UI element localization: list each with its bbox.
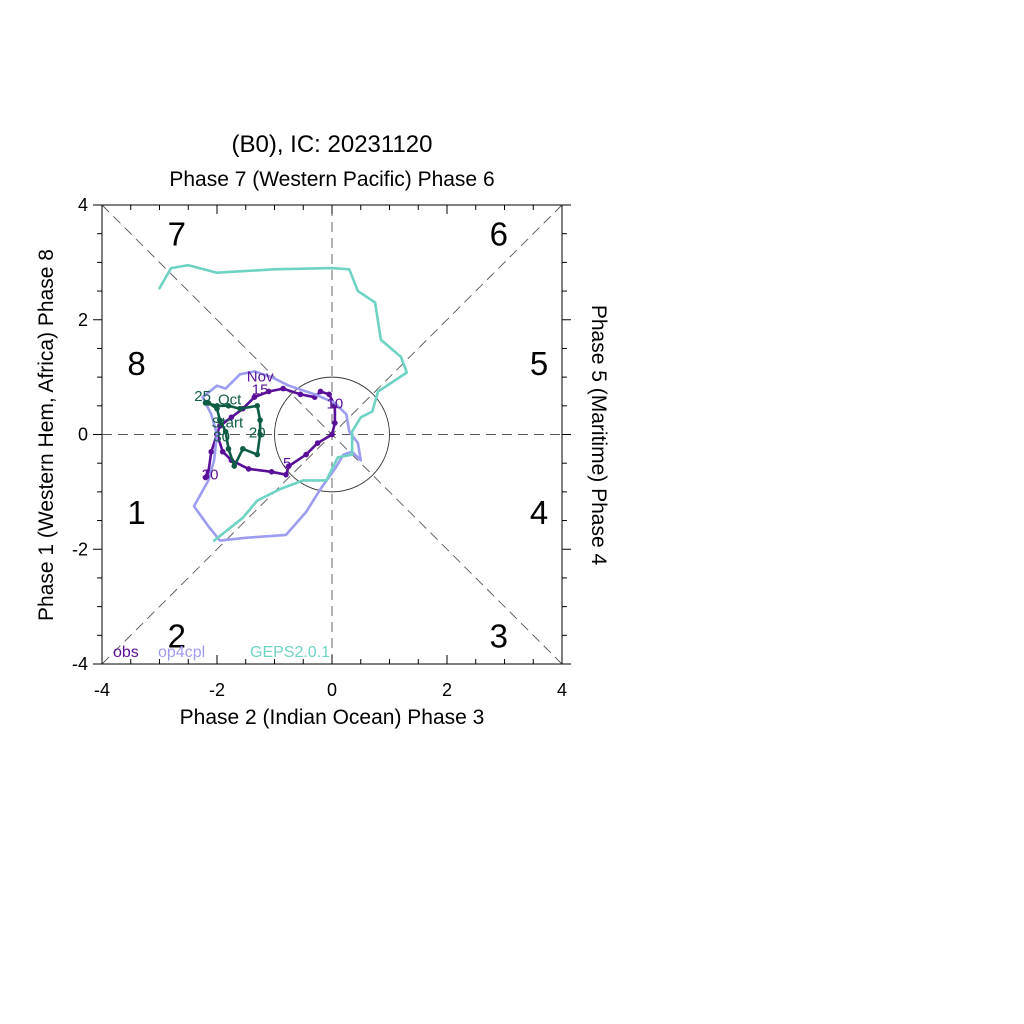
series-point: [225, 446, 232, 452]
phase-number: 3: [490, 617, 508, 654]
phase-labels: 7 6 8 5 1 4 2 3: [127, 216, 548, 655]
phase-number: 7: [168, 216, 186, 253]
unit-circle: [274, 376, 390, 493]
series-point: [228, 414, 235, 421]
series-point: [245, 466, 252, 472]
series-point: [280, 385, 286, 392]
phase-number: 4: [530, 494, 548, 531]
x-tick-label: -4: [94, 680, 110, 700]
series-point: [254, 403, 261, 409]
series-point: [257, 431, 263, 438]
y-axis-label-left: Phase 1 (Western Hem, Africa) Phase 8: [35, 249, 58, 621]
phase-number: 2: [168, 617, 186, 654]
legend: obs op4cpl GEPS2.0.1: [113, 644, 330, 661]
date-annotation: 30: [213, 428, 230, 445]
x-tick-label: -2: [209, 680, 225, 700]
series-point: [286, 463, 292, 469]
y-tick-label: -2: [72, 539, 88, 559]
phase-number: 5: [530, 345, 548, 382]
x-axis-label: Phase 2 (Indian Ocean) Phase 3: [180, 706, 485, 729]
series-point: [219, 448, 226, 455]
series-point: [237, 405, 243, 412]
series-point: [208, 448, 215, 455]
series-point: [317, 388, 324, 395]
y-tick-label: 0: [78, 425, 88, 445]
series-point: [254, 451, 261, 458]
series-point: [326, 391, 332, 398]
series-line-GEPS2.0.1: [158, 263, 409, 542]
y-axis-label-right: Phase 5 (Maritime) Phase 4: [587, 305, 610, 566]
series-point: [303, 451, 309, 458]
series-point: [283, 471, 289, 478]
x-tick-label: 0: [327, 680, 337, 700]
series-point: [222, 428, 229, 435]
date-annotation: Nov: [247, 369, 274, 386]
series-group: [158, 263, 409, 542]
y-tick-label: 4: [78, 195, 88, 215]
date-annotation: 5: [283, 455, 291, 472]
x-tick-label: 4: [557, 680, 567, 700]
series-point: [329, 431, 335, 438]
legend-item: op4cpl: [158, 644, 205, 661]
top-axis-label: Phase 7 (Western Pacific) Phase 6: [169, 168, 494, 191]
series-point: [240, 446, 246, 452]
series-point: [202, 474, 209, 481]
legend-item: obs: [113, 644, 139, 661]
phase-number: 8: [127, 345, 145, 382]
chart-title: (B0), IC: 20231120: [231, 131, 432, 158]
series-point: [314, 440, 321, 446]
series-point: [205, 400, 212, 406]
y-tick-label: -4: [72, 654, 88, 674]
date-annotation: 20: [249, 424, 266, 441]
y-tick-label: 2: [78, 310, 88, 330]
series-point: [265, 388, 272, 395]
legend-item: GEPS2.0.1: [250, 644, 330, 661]
date-annotation: Start: [212, 415, 245, 432]
series-point: [297, 391, 304, 398]
series-point: [217, 417, 223, 423]
series-point: [231, 463, 238, 469]
date-annotation: 25: [194, 388, 211, 405]
series-point: [251, 394, 258, 401]
axis-ticks: -4 -2 0 2 4 -4 -2 0 2 4: [72, 195, 571, 700]
date-annotation: 15: [252, 381, 269, 398]
phase-number: 6: [490, 216, 508, 253]
series-point: [268, 468, 275, 475]
date-annotation: 10: [327, 396, 344, 413]
date-annotation: Oct: [218, 392, 242, 409]
series-point: [214, 405, 220, 412]
date-annotation: 30: [202, 466, 219, 483]
series-point: [257, 417, 263, 423]
series-point: [332, 420, 338, 426]
series-point: [225, 403, 232, 409]
phase-number: 1: [127, 494, 145, 531]
x-tick-label: 2: [442, 680, 452, 700]
